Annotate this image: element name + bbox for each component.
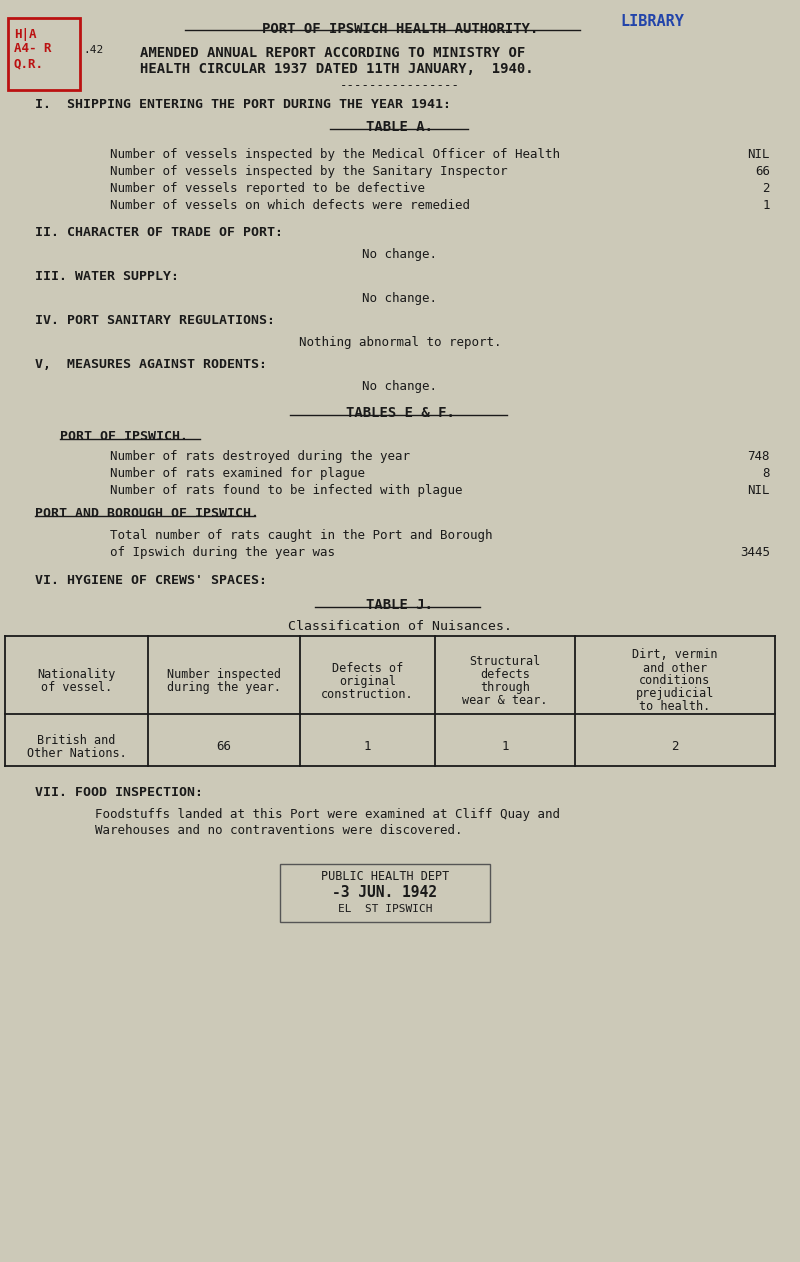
Text: IV. PORT SANITARY REGULATIONS:: IV. PORT SANITARY REGULATIONS: [35, 314, 275, 327]
Text: Number of vessels inspected by the Sanitary Inspector: Number of vessels inspected by the Sanit… [110, 165, 507, 178]
Text: NIL: NIL [747, 148, 770, 162]
Text: wear & tear.: wear & tear. [462, 694, 548, 707]
Text: 1: 1 [364, 740, 371, 753]
Text: H|A: H|A [14, 28, 37, 40]
Text: Nationality: Nationality [38, 668, 116, 681]
Text: 66: 66 [217, 740, 231, 753]
Text: PORT OF IPSWICH.: PORT OF IPSWICH. [60, 430, 188, 443]
Text: Dirt, vermin: Dirt, vermin [632, 649, 718, 661]
Text: of Ipswich during the year was: of Ipswich during the year was [110, 546, 335, 559]
Text: .42: .42 [83, 45, 103, 56]
Text: III. WATER SUPPLY:: III. WATER SUPPLY: [35, 270, 179, 283]
Text: TABLE J.: TABLE J. [366, 598, 434, 612]
Text: Defects of: Defects of [332, 661, 403, 674]
Text: II. CHARACTER OF TRADE OF PORT:: II. CHARACTER OF TRADE OF PORT: [35, 226, 283, 239]
Text: Total number of rats caught in the Port and Borough: Total number of rats caught in the Port … [110, 529, 493, 541]
Text: EL  ST IPSWICH: EL ST IPSWICH [338, 904, 432, 914]
Text: 2: 2 [671, 740, 678, 753]
Text: V,  MEASURES AGAINST RODENTS:: V, MEASURES AGAINST RODENTS: [35, 358, 267, 371]
Text: A4- R: A4- R [14, 42, 51, 56]
Text: Number of rats found to be infected with plague: Number of rats found to be infected with… [110, 485, 462, 497]
Text: No change.: No change. [362, 380, 438, 392]
Text: No change.: No change. [362, 292, 438, 305]
Text: Other Nations.: Other Nations. [26, 747, 126, 760]
Text: Structural: Structural [470, 655, 541, 668]
Text: TABLE A.: TABLE A. [366, 120, 434, 134]
Text: Number inspected: Number inspected [167, 668, 281, 681]
Text: VI. HYGIENE OF CREWS' SPACES:: VI. HYGIENE OF CREWS' SPACES: [35, 574, 267, 587]
Text: through: through [480, 681, 530, 694]
Text: defects: defects [480, 668, 530, 681]
Text: Number of rats destroyed during the year: Number of rats destroyed during the year [110, 451, 410, 463]
Text: Number of vessels inspected by the Medical Officer of Health: Number of vessels inspected by the Medic… [110, 148, 560, 162]
Text: ----------------: ---------------- [340, 80, 460, 92]
Text: LIBRARY: LIBRARY [620, 14, 684, 29]
Text: PORT AND BOROUGH OF IPSWICH.: PORT AND BOROUGH OF IPSWICH. [35, 507, 259, 520]
Text: conditions: conditions [639, 674, 710, 688]
Text: I.  SHIPPING ENTERING THE PORT DURING THE YEAR 1941:: I. SHIPPING ENTERING THE PORT DURING THE… [35, 98, 451, 111]
Text: PUBLIC HEALTH DEPT: PUBLIC HEALTH DEPT [321, 870, 449, 883]
Text: -3 JUN. 1942: -3 JUN. 1942 [333, 885, 438, 900]
Text: Warehouses and no contraventions were discovered.: Warehouses and no contraventions were di… [95, 824, 462, 837]
Text: Nothing abnormal to report.: Nothing abnormal to report. [298, 336, 502, 350]
Text: 1: 1 [502, 740, 509, 753]
Text: Classification of Nuisances.: Classification of Nuisances. [288, 620, 512, 634]
Text: PORT OF IPSWICH HEALTH AUTHORITY.: PORT OF IPSWICH HEALTH AUTHORITY. [262, 21, 538, 37]
Text: Q.R.: Q.R. [14, 57, 44, 69]
Text: 66: 66 [755, 165, 770, 178]
Text: construction.: construction. [321, 688, 414, 700]
Text: HEALTH CIRCULAR 1937 DATED 11TH JANUARY,  1940.: HEALTH CIRCULAR 1937 DATED 11TH JANUARY,… [140, 62, 534, 76]
Text: Number of rats examined for plague: Number of rats examined for plague [110, 467, 365, 480]
Text: during the year.: during the year. [167, 681, 281, 694]
Text: VII. FOOD INSPECTION:: VII. FOOD INSPECTION: [35, 786, 203, 799]
Text: 8: 8 [762, 467, 770, 480]
Text: 1: 1 [762, 199, 770, 212]
Text: British and: British and [38, 734, 116, 747]
Text: original: original [339, 674, 396, 688]
Text: TABLES E & F.: TABLES E & F. [346, 406, 454, 420]
Text: prejudicial: prejudicial [636, 688, 714, 700]
Text: No change.: No change. [362, 249, 438, 261]
Text: Number of vessels reported to be defective: Number of vessels reported to be defecti… [110, 182, 425, 196]
Text: AMENDED ANNUAL REPORT ACCORDING TO MINISTRY OF: AMENDED ANNUAL REPORT ACCORDING TO MINIS… [140, 45, 526, 61]
Text: 3445: 3445 [740, 546, 770, 559]
Text: NIL: NIL [747, 485, 770, 497]
Text: and other: and other [643, 661, 707, 674]
Text: Foodstuffs landed at this Port were examined at Cliff Quay and: Foodstuffs landed at this Port were exam… [95, 808, 560, 822]
Text: of vessel.: of vessel. [41, 681, 112, 694]
Text: 748: 748 [747, 451, 770, 463]
Text: Number of vessels on which defects were remedied: Number of vessels on which defects were … [110, 199, 470, 212]
Text: 2: 2 [762, 182, 770, 196]
Text: to health.: to health. [639, 700, 710, 713]
